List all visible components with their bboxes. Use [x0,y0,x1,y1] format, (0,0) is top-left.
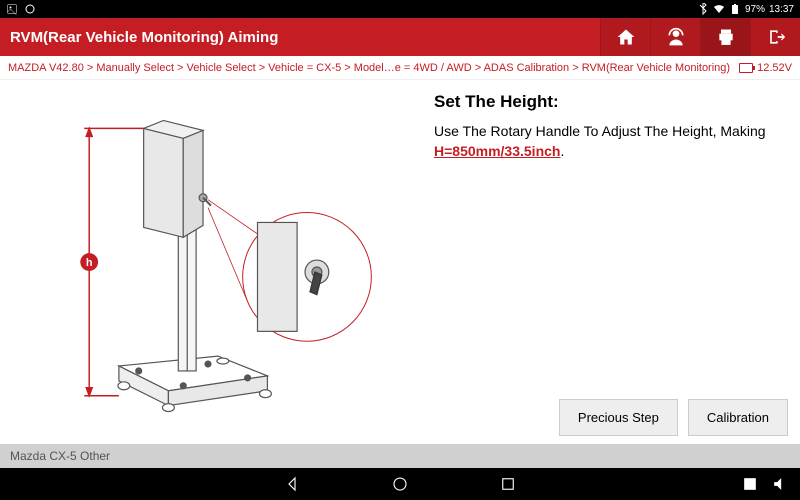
clock: 13:37 [769,4,794,15]
title-button-group [600,18,800,56]
square-icon [499,475,517,493]
previous-step-button[interactable]: Precious Step [559,399,678,436]
battery-percent: 97% [745,4,765,15]
exit-icon [766,27,786,47]
exit-button[interactable] [750,18,800,56]
voltage-indicator: 12.52V [739,62,792,74]
calibration-button[interactable]: Calibration [688,399,788,436]
screenshot-button[interactable] [740,474,760,494]
volume-icon [772,476,788,492]
voltage-battery-icon [739,63,753,73]
wifi-icon [713,3,725,15]
calibration-diagram: h [10,90,406,444]
instruction-prefix: Use The Rotary Handle To Adjust The Heig… [434,123,766,139]
instruction-body: Use The Rotary Handle To Adjust The Heig… [434,122,782,161]
image-icon [6,3,18,15]
instruction-suffix: . [560,143,564,159]
recent-apps-button[interactable] [494,470,522,498]
vehicle-info: Mazda CX-5 Other [10,449,110,463]
print-icon [716,27,736,47]
height-value: H=850mm/33.5inch [434,143,560,159]
back-icon [283,475,301,493]
app-title-bar: RVM(Rear Vehicle Monitoring) Aiming [0,18,800,56]
home-button[interactable] [600,18,650,56]
instruction-title: Set The Height: [434,92,782,112]
volume-button[interactable] [770,474,790,494]
circle-icon [391,475,409,493]
status-right: 97% 13:37 [697,3,794,15]
action-button-row: Precious Step Calibration [559,391,800,444]
height-marker: h [86,257,93,269]
back-button[interactable] [278,470,306,498]
status-left [6,3,36,15]
breadcrumb-bar: MAZDA V42.80 > Manually Select > Vehicle… [0,56,800,80]
support-icon [666,27,686,47]
sync-icon [24,3,36,15]
voltage-value: 12.52V [757,62,792,74]
diagram-area: h [0,80,416,444]
bluetooth-icon [697,3,709,15]
main-content: h [0,80,800,444]
android-status-bar: 97% 13:37 [0,0,800,18]
battery-icon [729,3,741,15]
android-nav-bar [0,468,800,500]
screenshot-icon [742,476,758,492]
breadcrumb: MAZDA V42.80 > Manually Select > Vehicle… [8,62,731,74]
home-icon [616,27,636,47]
print-button[interactable] [700,18,750,56]
page-title: RVM(Rear Vehicle Monitoring) Aiming [10,29,278,46]
home-nav-button[interactable] [386,470,414,498]
instruction-panel: Set The Height: Use The Rotary Handle To… [416,80,800,444]
support-button[interactable] [650,18,700,56]
